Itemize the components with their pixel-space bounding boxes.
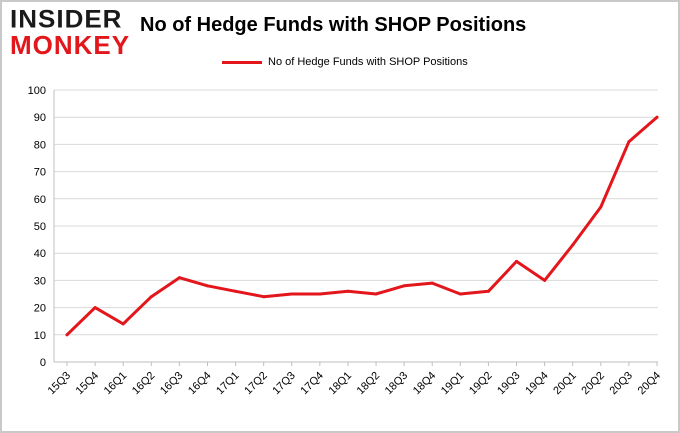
x-tick-label: 17Q4	[298, 370, 326, 398]
y-tick-label: 40	[34, 248, 46, 260]
x-axis: 15Q3 15Q4 16Q1 16Q2 16Q3 16Q4 17Q1 17Q2 17Q3 17Q4…	[46, 361, 664, 398]
series-line-0	[65, 115, 659, 337]
insider-monkey-logo: INSIDER MONKEY	[10, 6, 130, 58]
x-tick-label: 18Q3	[383, 370, 411, 398]
series-group	[65, 115, 659, 337]
y-tick-label: 20	[34, 303, 46, 315]
y-tick-label: 30	[34, 275, 46, 287]
chart-legend: No of Hedge Funds with SHOP Positions	[222, 56, 468, 68]
data-point	[121, 322, 125, 326]
x-tick-label: 20Q1	[551, 370, 579, 398]
data-point	[571, 243, 575, 247]
x-tick-label: 19Q2	[467, 370, 495, 398]
x-tick-label: 19Q4	[523, 370, 551, 398]
x-tick-label: 15Q3	[46, 370, 74, 398]
data-point	[149, 295, 153, 299]
x-tick-label: 19Q3	[495, 370, 523, 398]
data-point	[177, 276, 181, 280]
data-point	[515, 259, 519, 263]
x-tick-label: 16Q4	[186, 370, 214, 398]
x-tick-label: 17Q3	[270, 370, 298, 398]
x-tick-label: 15Q4	[74, 370, 102, 398]
y-tick-label: 0	[40, 357, 46, 369]
x-tick-label: 20Q2	[579, 370, 607, 398]
logo-line-1: INSIDER	[10, 4, 123, 34]
x-tick-label: 20Q3	[608, 370, 636, 398]
y-tick-label: 100	[28, 85, 46, 97]
data-point	[374, 292, 378, 296]
x-tick-label: 18Q1	[327, 370, 355, 398]
legend-label: No of Hedge Funds with SHOP Positions	[268, 56, 468, 68]
data-point	[234, 289, 238, 293]
data-point	[262, 295, 266, 299]
data-point	[599, 205, 603, 209]
data-point	[543, 278, 547, 282]
x-tick-label: 16Q2	[130, 370, 158, 398]
x-tick-label: 18Q2	[355, 370, 383, 398]
data-point	[627, 140, 631, 144]
data-point	[458, 292, 462, 296]
data-point	[205, 284, 209, 288]
y-axis: 0 10 20 30 40 50 60 70 80 90 100	[28, 85, 55, 369]
x-tick-label: 19Q1	[439, 370, 467, 398]
data-point	[346, 289, 350, 293]
data-point	[290, 292, 294, 296]
chart-title: No of Hedge Funds with SHOP Positions	[140, 14, 527, 36]
data-point	[655, 115, 659, 119]
data-point	[65, 333, 69, 337]
x-tick-label: 17Q2	[242, 370, 270, 398]
y-tick-label: 70	[34, 167, 46, 179]
logo-line-2: MONKEY	[10, 30, 131, 60]
y-tick-label: 10	[34, 330, 46, 342]
legend-swatch	[222, 60, 262, 64]
x-tick-label: 17Q1	[214, 370, 242, 398]
x-tick-label: 18Q4	[411, 370, 439, 398]
x-tick-label: 20Q4	[636, 370, 664, 398]
data-point	[486, 289, 490, 293]
y-tick-label: 50	[34, 221, 46, 233]
grid-lines	[54, 89, 658, 363]
data-point	[402, 284, 406, 288]
y-tick-label: 60	[34, 194, 46, 206]
data-point	[430, 281, 434, 285]
data-point	[93, 306, 97, 310]
y-tick-label: 80	[34, 139, 46, 151]
data-point	[318, 292, 322, 296]
y-tick-label: 90	[34, 112, 46, 124]
x-tick-label: 16Q3	[158, 370, 186, 398]
x-tick-label: 16Q1	[102, 370, 130, 398]
